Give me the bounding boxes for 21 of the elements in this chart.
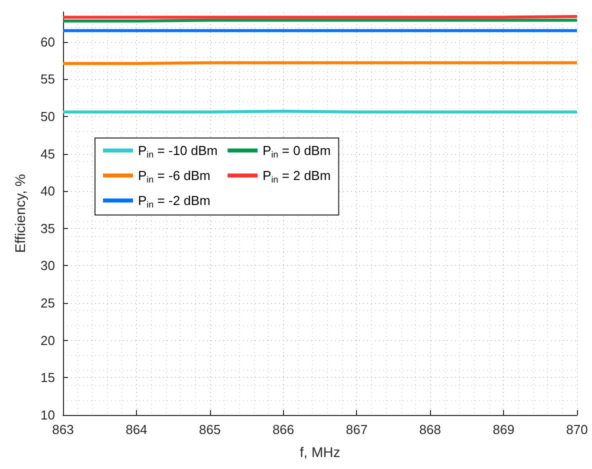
x-tick-label: 866 [272,422,294,437]
x-tick-label: 869 [492,422,514,437]
x-tick-label: 865 [199,422,221,437]
y-tick-label: 55 [40,72,55,87]
x-tick-label: 868 [419,422,441,437]
x-tick-label: 864 [126,422,148,437]
y-tick-label: 10 [40,408,55,422]
y-axis-title: Efficiency, % [12,174,28,253]
y-tick-label: 30 [40,258,55,274]
x-tick-label: 863 [52,422,74,437]
y-tick-label: 60 [40,34,55,50]
y-tick-label: 35 [40,220,55,236]
y-tick-label: 50 [40,108,55,124]
x-tick-label: 867 [346,422,368,437]
y-tick-label: 25 [40,296,55,311]
y-tick-label: 45 [40,146,55,162]
x-axis-title: f, MHz [300,444,340,460]
y-tick-label: 20 [40,332,55,348]
y-tick-label: 40 [40,184,55,199]
y-tick-label: 15 [40,370,55,386]
x-tick-label: 870 [566,422,588,437]
